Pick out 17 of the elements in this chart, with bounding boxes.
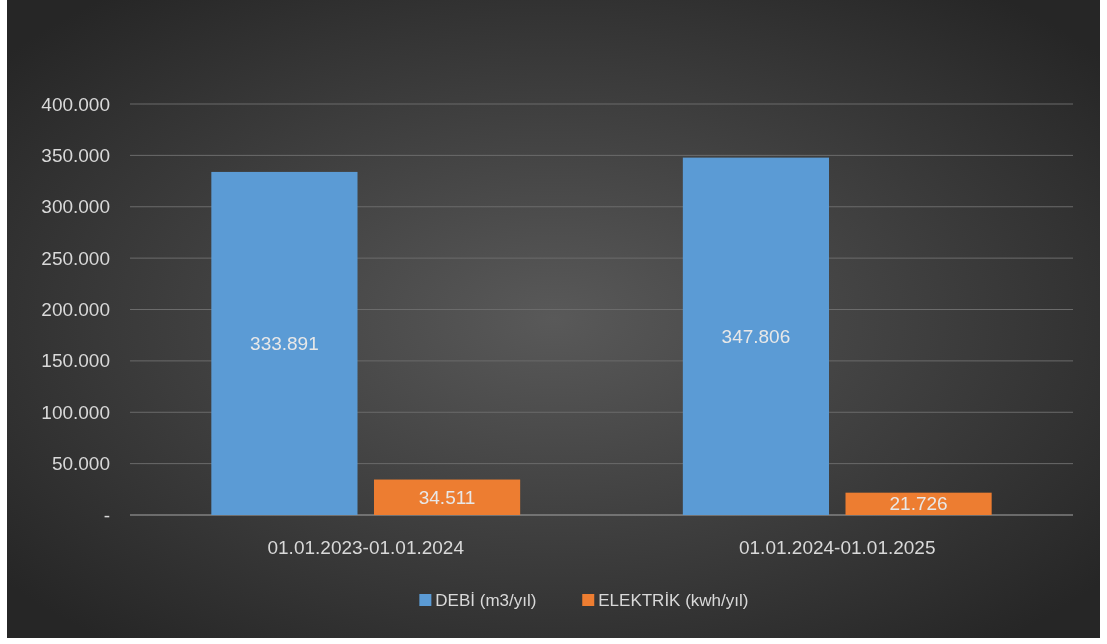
y-tick-label: 50.000	[51, 453, 110, 475]
y-tick-label: 400.000	[41, 93, 110, 115]
x-tick-label: 01.01.2024-01.01.2025	[738, 536, 936, 558]
y-tick-label: 150.000	[41, 350, 110, 372]
y-tick-label: 350.000	[41, 144, 110, 166]
y-tick-label: 200.000	[41, 299, 110, 320]
data-label: 333.891	[250, 332, 319, 354]
y-tick-label: -	[103, 504, 110, 526]
legend-label: ELEKTRİK (kwh/yıl)	[598, 590, 749, 610]
data-label: 347.806	[721, 325, 791, 347]
x-tick-label: 01.01.2023-01.01.2024	[267, 536, 465, 558]
data-label: 21.726	[889, 493, 948, 515]
y-tick-label: 100.000	[41, 401, 110, 423]
y-tick-label: 300.000	[41, 196, 110, 218]
legend-label: DEBİ (m3/yıl)	[435, 590, 537, 610]
data-label: 34.511	[418, 486, 476, 508]
y-tick-label: 250.000	[41, 247, 110, 269]
